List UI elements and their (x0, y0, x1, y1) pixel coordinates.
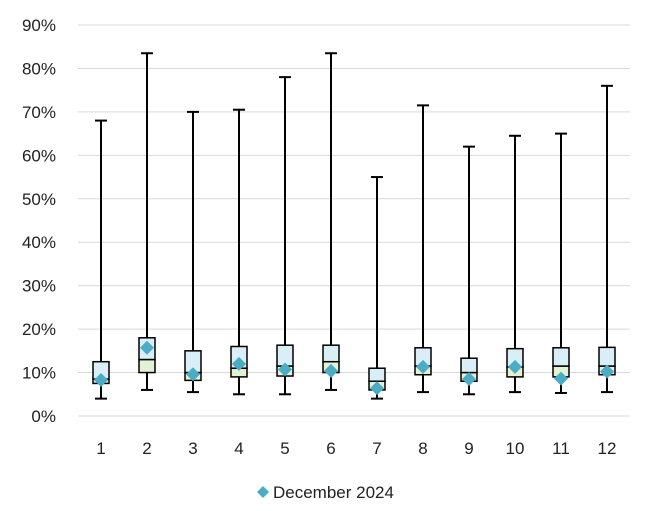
legend-label: December 2024 (273, 483, 394, 502)
data-point (186, 367, 200, 382)
box-7 (368, 176, 386, 400)
data-point (140, 340, 154, 355)
box-5 (276, 76, 294, 396)
data-point (232, 356, 246, 371)
box-lower-quartile (138, 358, 156, 374)
x-tick-label: 1 (96, 439, 105, 458)
data-point (508, 359, 522, 374)
y-tick-label: 20% (22, 320, 56, 339)
x-tick-label: 8 (418, 439, 427, 458)
y-tick-label: 0% (31, 407, 56, 426)
data-point (462, 372, 476, 387)
x-tick-label: 5 (280, 439, 289, 458)
box-upper-quartile (368, 367, 386, 382)
box-upper-quartile (552, 347, 570, 367)
x-tick-label: 3 (188, 439, 197, 458)
gridlines (78, 24, 630, 417)
data-point (278, 362, 292, 377)
data-point (370, 381, 384, 396)
y-tick-label: 80% (22, 59, 56, 78)
legend: December 2024 (257, 483, 394, 502)
x-tick-label: 11 (552, 439, 570, 458)
box-upper-quartile (460, 357, 478, 374)
box-2 (138, 52, 156, 391)
y-tick-label: 60% (22, 146, 56, 165)
box-6 (322, 52, 340, 391)
x-tick-label: 10 (506, 439, 525, 458)
x-tick-label: 12 (598, 439, 617, 458)
box-10 (506, 134, 524, 394)
box-1 (92, 119, 110, 400)
x-tick-label: 2 (142, 439, 151, 458)
box-upper-quartile (598, 346, 616, 367)
box-11 (552, 132, 570, 394)
box-3 (184, 110, 202, 394)
data-point (324, 363, 338, 378)
x-tick-label: 4 (234, 439, 243, 458)
legend-marker (257, 486, 269, 498)
y-tick-label: 50% (22, 190, 56, 209)
x-tick-label: 6 (326, 439, 335, 458)
x-tick-label: 7 (372, 439, 381, 458)
box-upper-quartile (322, 344, 340, 363)
box-4 (230, 108, 248, 396)
y-tick-label: 30% (22, 277, 56, 296)
box-12 (598, 84, 616, 394)
x-tick-label: 9 (464, 439, 473, 458)
box-8 (414, 104, 432, 394)
y-tick-label: 10% (22, 364, 56, 383)
data-point (600, 364, 614, 379)
data-point (554, 371, 568, 386)
y-tick-label: 70% (22, 103, 56, 122)
data-point (94, 372, 108, 387)
y-tick-label: 40% (22, 233, 56, 252)
data-point (416, 359, 430, 374)
y-tick-label: 90% (22, 16, 56, 35)
box-9 (460, 145, 478, 396)
